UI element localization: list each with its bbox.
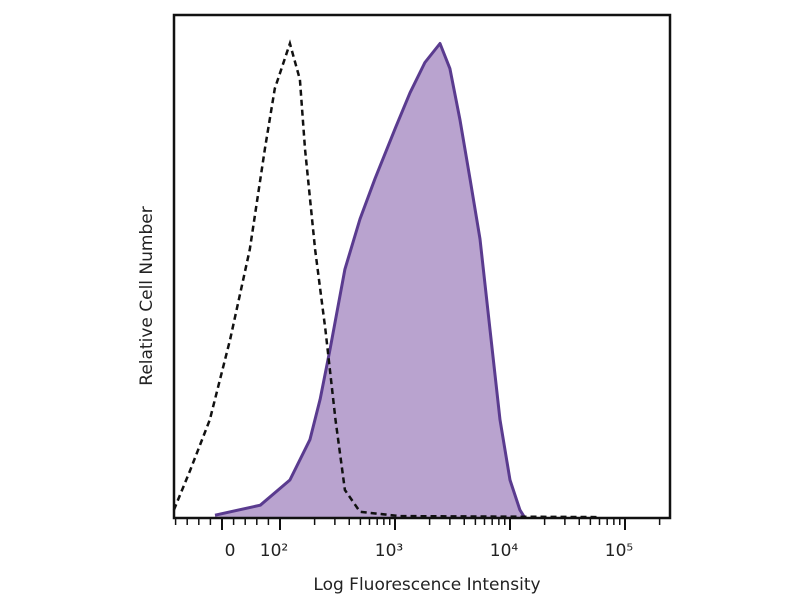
filled-histogram-area <box>215 43 525 518</box>
dashed-histogram-line <box>172 39 600 519</box>
x-tick-label: 10³ <box>375 541 403 561</box>
x-tick-label: 10⁴ <box>490 541 519 561</box>
series-layer <box>172 39 600 519</box>
y-axis-label: Relative Cell Number <box>137 206 157 385</box>
x-axis-ticks: 0 10² 10³ 10⁴ 10⁵ <box>174 518 661 561</box>
x-axis-label: Log Fluorescence Intensity <box>313 575 540 595</box>
x-tick-label: 10² <box>260 541 288 561</box>
x-tick-label: 0 <box>225 541 236 561</box>
x-tick-label: 10⁵ <box>605 541 633 561</box>
plot-frame <box>172 13 672 520</box>
filled-histogram-outline <box>214 42 527 519</box>
